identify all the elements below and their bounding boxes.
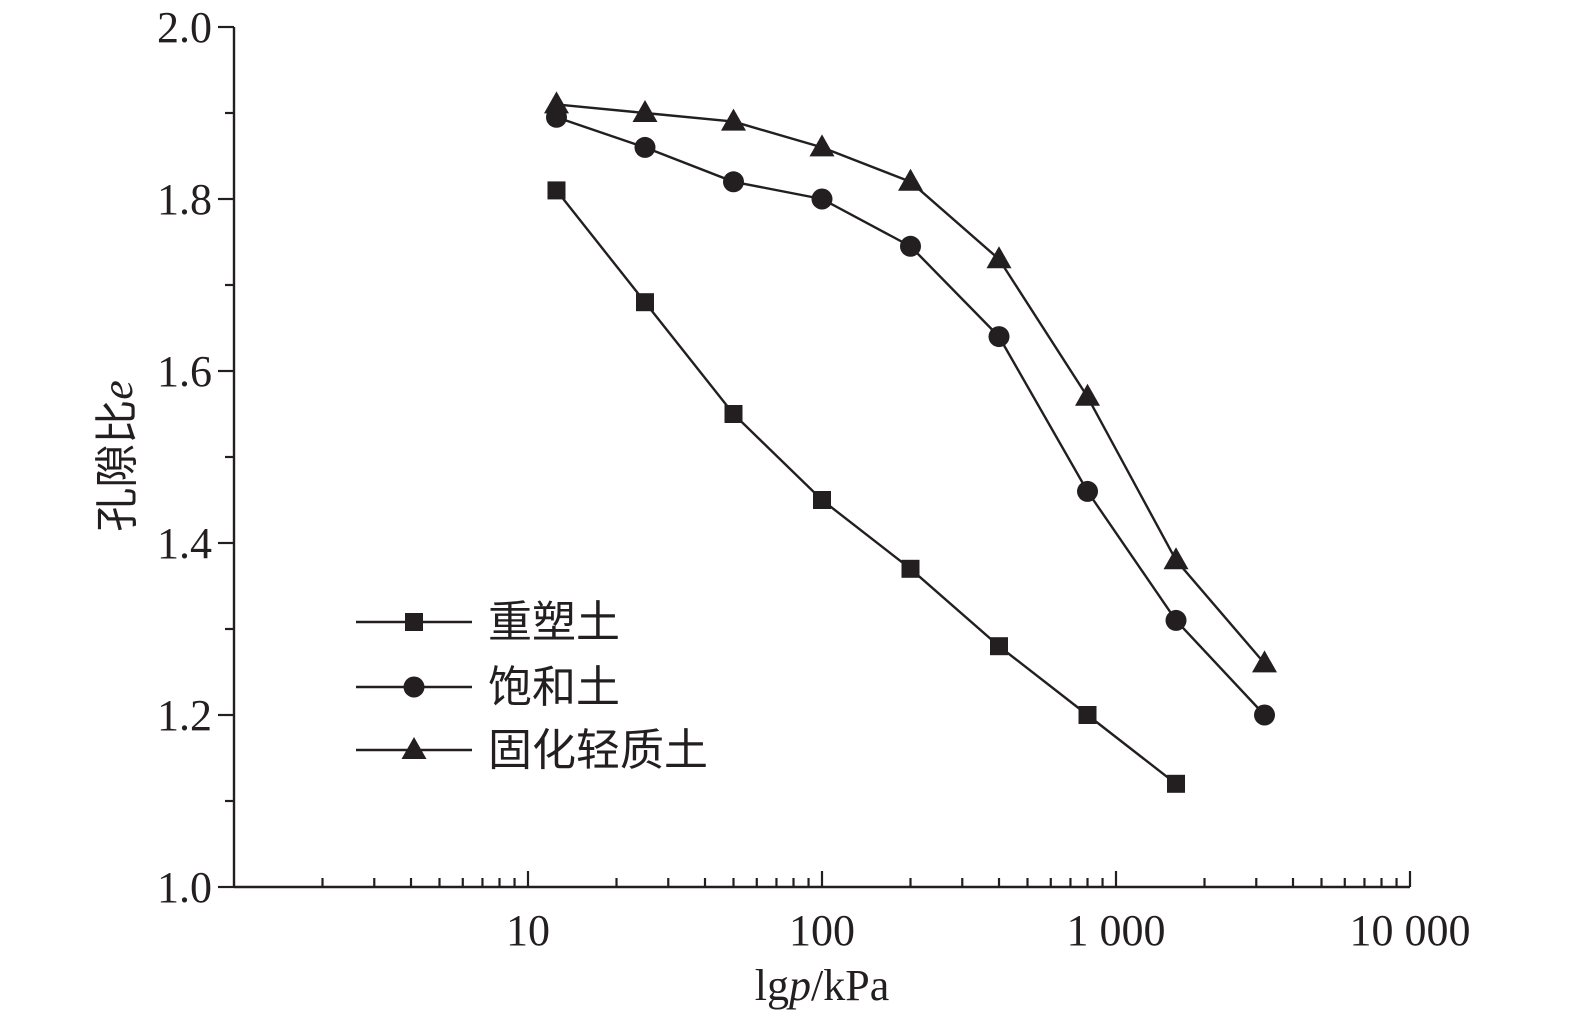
series-1-point	[901, 559, 920, 578]
series-3-point	[986, 246, 1012, 269]
series-1-line	[555, 189, 1177, 785]
legend-label: 饱和土	[488, 662, 620, 713]
series-2-point	[988, 326, 1010, 348]
series-3-point	[1252, 650, 1278, 673]
legend-entry: 饱和土	[356, 662, 620, 713]
series-2-point	[634, 136, 656, 158]
x-tick-label: 10	[506, 906, 550, 955]
series-2-point	[900, 235, 922, 257]
y-tick-label: 1.8	[157, 175, 212, 224]
y-axis-title: 孔隙比e	[92, 380, 143, 532]
series-1	[547, 181, 1186, 793]
legend-entry: 固化轻质土	[356, 725, 708, 776]
x-tick-label: 10 000	[1350, 906, 1471, 955]
series-2-point	[1165, 609, 1187, 631]
series-3-point	[720, 108, 746, 131]
series-2-line	[556, 116, 1266, 716]
series-2	[545, 106, 1276, 726]
series-1-point	[1167, 774, 1186, 793]
y-tick-label: 1.4	[157, 519, 212, 568]
series-1-point	[724, 405, 743, 423]
series-1-point	[547, 181, 566, 200]
series-3	[543, 91, 1278, 673]
y-tick-label: 1.0	[157, 863, 212, 912]
series-3-point	[1075, 383, 1101, 406]
legend-marker	[403, 676, 425, 698]
series-3-point	[898, 168, 924, 191]
x-tick-label: 1 000	[1067, 906, 1166, 955]
legend-entry: 重塑土	[356, 597, 620, 648]
legend-marker	[401, 737, 427, 759]
series-2-point	[722, 171, 744, 193]
x-axis-title: lgp/kPa	[755, 961, 889, 1010]
x-tick-label: 100	[789, 906, 855, 955]
series-layer	[543, 91, 1278, 793]
series-3-point	[1163, 547, 1189, 570]
y-tick-label: 1.6	[157, 347, 212, 396]
series-3-point	[809, 134, 835, 157]
series-3-point	[632, 100, 658, 122]
series-2-point	[1077, 480, 1099, 502]
axes: 1.0 1.2 1.4 1.6 1.8 2.0 10 100 1 000 10 000	[157, 3, 1471, 955]
legend-label: 重塑土	[488, 597, 620, 648]
y-tick-label: 2.0	[157, 3, 212, 52]
series-1-point	[990, 637, 1009, 656]
legend-label: 固化轻质土	[488, 725, 708, 776]
series-3-point	[543, 91, 569, 114]
series-1-point	[813, 491, 831, 509]
legend-marker	[405, 613, 423, 631]
y-tick-label: 1.2	[157, 691, 212, 740]
series-1-point	[1078, 706, 1097, 724]
series-1-point	[635, 293, 654, 312]
series-2-point	[1254, 704, 1276, 726]
series-2-point	[811, 188, 833, 210]
